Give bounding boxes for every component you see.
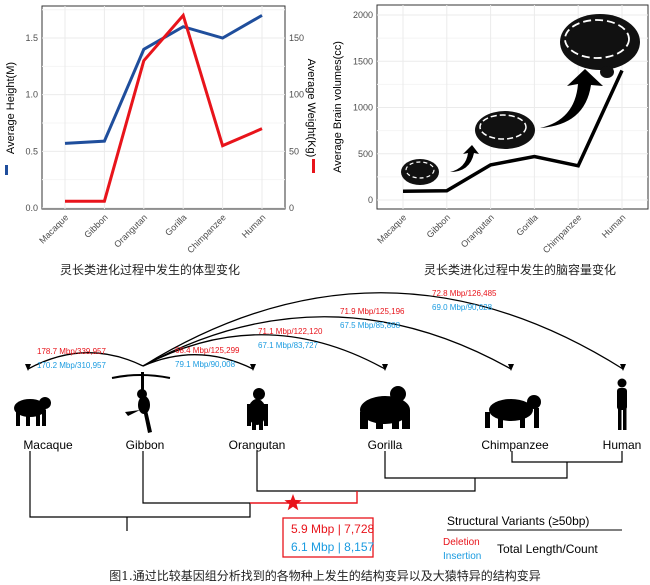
arrowhead-icon	[250, 364, 256, 371]
y2-tick-label: 100	[289, 90, 304, 100]
human-silhouette	[617, 378, 627, 430]
great-ape-branch	[250, 491, 358, 504]
gibbon-silhouette	[111, 372, 171, 433]
x-tick-label: Gorilla	[163, 212, 188, 237]
x-tick-label: Gibbon	[425, 212, 453, 240]
deletion-label: 178.7 Mbp/339,957	[37, 347, 106, 356]
insertion-label: 67.5 Mbp/85,868	[340, 321, 401, 330]
y-axis-label: Average Brain volumes(cc)	[332, 41, 344, 173]
deletion-label: 68.4 Mbp/125,299	[175, 346, 240, 355]
phylogeny-diagram: 178.7 Mbp/339,957 170.2 Mbp/310,957 68.4 M…	[14, 289, 641, 562]
legend-deletion: Deletion	[443, 537, 480, 548]
legend-title: Structural Variants (≥50bp)	[447, 514, 589, 528]
deletion-label: 71.9 Mbp/125,196	[340, 307, 405, 316]
brain-icon	[401, 159, 439, 185]
macaque-silhouette	[14, 397, 51, 426]
x-tick-label: Macaque	[375, 212, 408, 245]
species-label: Orangutan	[229, 438, 286, 452]
great-ape-deletion: 5.9 Mbp | 7,728	[291, 522, 375, 536]
sv-legend: Structural Variants (≥50bp) Deletion Ins…	[443, 514, 622, 562]
arc-macaque	[27, 352, 144, 370]
y-tick-label: 0	[368, 195, 373, 205]
x-tick-label: Chimpanzee	[185, 212, 228, 255]
x-tick-label: Orangutan	[112, 212, 149, 249]
brain-icon	[475, 111, 535, 149]
y-tick-label: 1.5	[25, 33, 38, 43]
great-ape-sv-box	[282, 517, 374, 558]
arrowhead-icon	[620, 364, 626, 371]
chart-caption: 灵长类进化过程中发生的脑容量变化	[424, 262, 616, 277]
arrowhead-icon	[382, 364, 388, 371]
brain-icon	[560, 14, 640, 70]
legend-insertion: Insertion	[443, 551, 481, 562]
x-tick-label: Gibbon	[82, 212, 110, 240]
series-line-weight	[65, 12, 263, 203]
x-tick-label: Human	[240, 212, 268, 240]
insertion-label: 67.1 Mbp/83,727	[258, 341, 319, 350]
y2-tick-label: 0	[289, 203, 294, 213]
star-icon	[284, 494, 302, 511]
great-ape-insertion: 6.1 Mbp | 8,157	[291, 540, 375, 554]
x-tick-label: Chimpanzee	[541, 212, 584, 255]
height-legend-key	[5, 165, 8, 175]
x-tick-label: Human	[600, 212, 628, 240]
y-tick-label: 500	[358, 149, 373, 159]
chart-caption: 灵长类进化过程中发生的体型变化	[60, 262, 240, 277]
legend-metric: Total Length/Count	[497, 542, 598, 556]
body-size-chart: 0.0 0.5 1.0 1.5 0 50 100 150 Macaque Gibbon Orangu…	[5, 5, 317, 277]
arc-orangutan	[142, 354, 254, 370]
y-tick-label: 2000	[353, 10, 373, 20]
chimpanzee-silhouette	[485, 395, 541, 428]
x-tick-label: Orangutan	[459, 212, 496, 249]
y-tick-label: 1.0	[25, 90, 38, 100]
arrow-icon	[450, 145, 479, 172]
deletion-label: 72.8 Mbp/126,485	[432, 289, 497, 298]
arrow-icon	[540, 69, 603, 128]
arc-chimpanzee	[142, 316, 512, 370]
species-label: Gorilla	[368, 438, 403, 452]
y2-tick-label: 50	[289, 146, 299, 156]
y-tick-label: 1500	[353, 56, 373, 66]
animal-silhouettes	[14, 372, 627, 433]
y-axis-label: Average Height(M)	[5, 62, 17, 154]
y-tick-label: 0.0	[25, 203, 38, 213]
y-tick-label: 1000	[353, 103, 373, 113]
brain-illustrations	[401, 14, 640, 185]
x-tick-label: Gorilla	[514, 212, 539, 237]
insertion-label: 170.2 Mbp/310,957	[37, 361, 106, 370]
figure-caption: 图1.通过比较基因组分析找到的各物种上发生的结构变异以及大猿特异的结构变异	[109, 568, 540, 583]
species-label: Macaque	[23, 438, 73, 452]
phylogenetic-tree	[29, 451, 623, 531]
species-label: Human	[603, 438, 642, 452]
brain-volume-chart: 0 500 1000 1500 2000 Macaque Gibbon Orangutan Go…	[332, 4, 649, 277]
arc-human	[142, 292, 624, 370]
species-label: Chimpanzee	[481, 438, 549, 452]
species-label: Gibbon	[126, 438, 165, 452]
y2-axis-label: Average Weight(Kg)	[305, 59, 317, 158]
arc-gorilla	[142, 334, 386, 370]
orangutan-silhouette	[247, 388, 268, 430]
x-tick-label: Macaque	[37, 212, 70, 245]
y-tick-label: 0.5	[25, 146, 38, 156]
weight-legend-key	[312, 159, 315, 173]
deletion-label: 71.1 Mbp/122,120	[258, 327, 323, 336]
insertion-label: 69.0 Mbp/90,628	[432, 303, 493, 312]
arrowhead-icon	[508, 364, 514, 371]
gorilla-silhouette	[360, 386, 410, 429]
insertion-label: 79.1 Mbp/90,008	[175, 360, 236, 369]
arrowhead-icon	[25, 364, 31, 371]
series-line-brain-volume	[402, 69, 624, 193]
y2-tick-label: 150	[289, 33, 304, 43]
